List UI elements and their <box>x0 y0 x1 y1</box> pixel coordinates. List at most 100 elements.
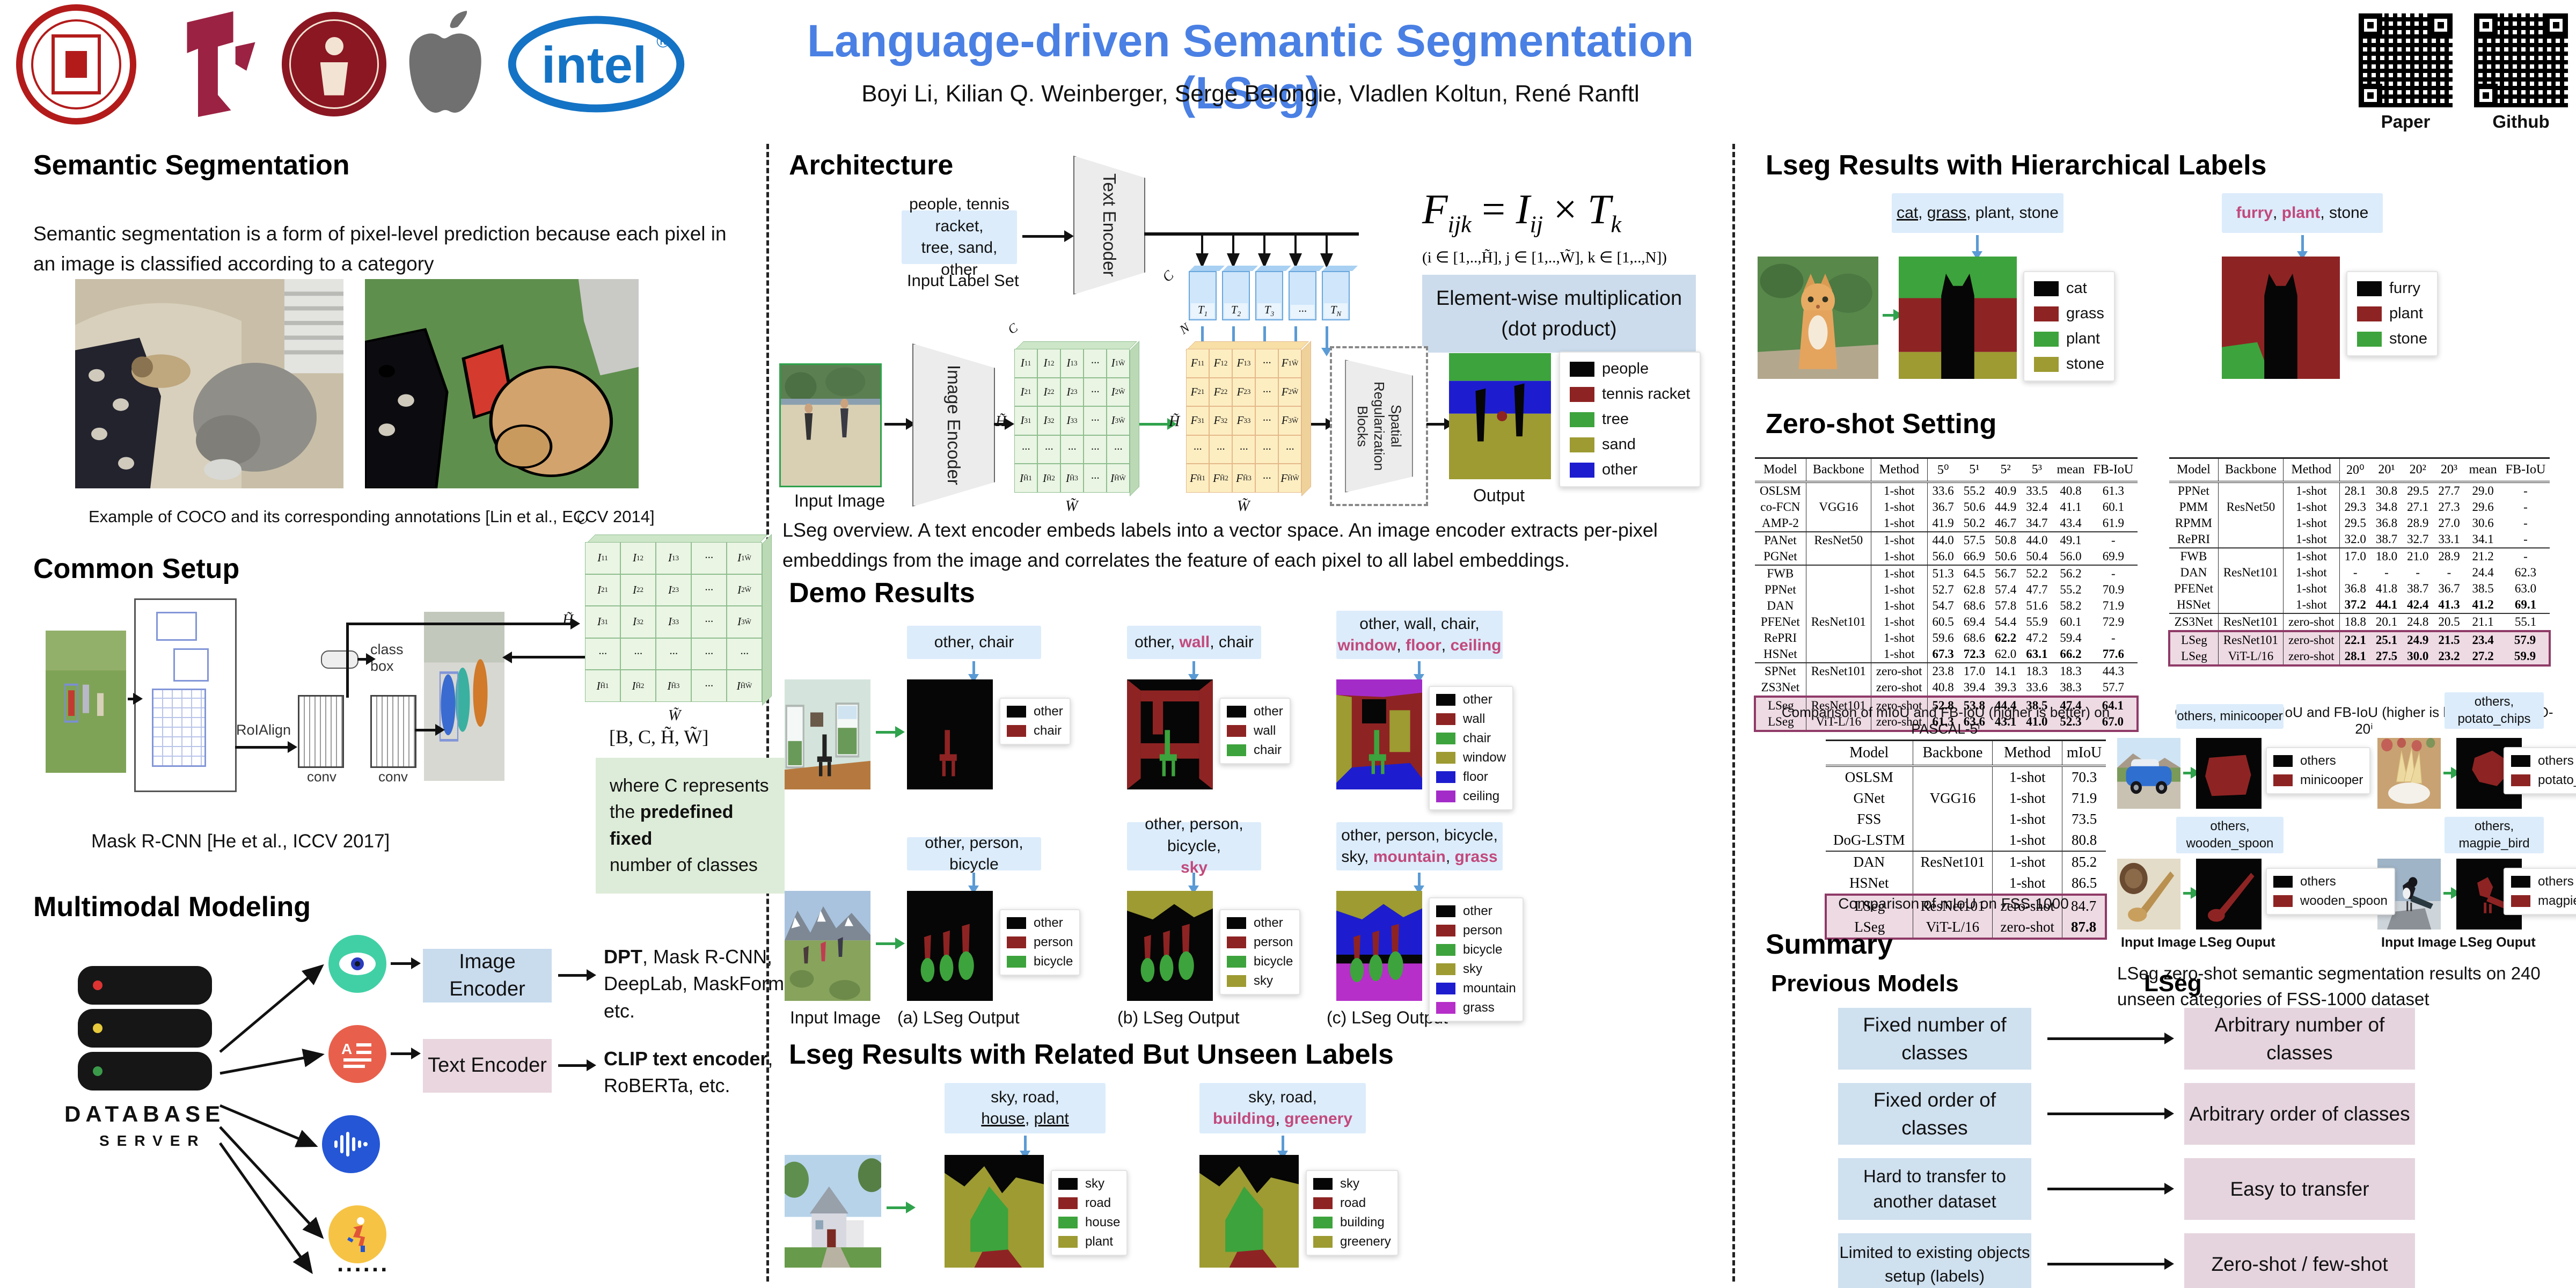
dim-c-label: C <box>1005 320 1021 338</box>
table-cell: LSeg <box>2168 648 2219 667</box>
table-row: FWB 1-shot 51.3 64.5 56.7 52.2 56.2- <box>1755 565 2138 582</box>
legend-row: person <box>1436 923 1516 938</box>
legend-label: other <box>1034 704 1063 719</box>
table-row: DoG-LSTM 1-shot 80.8 <box>1826 830 2106 851</box>
fss-label-box: others, potato_chips <box>2445 692 2544 729</box>
tensor-cell: F 31 <box>1186 406 1209 435</box>
text-segment: grass <box>1454 848 1498 866</box>
demo-input-caption: Input Image <box>790 1008 881 1027</box>
table-row: FWB 1-shot 17.0 18.0 21.0 28.9 21.2- <box>2169 547 2550 565</box>
legend-label: wooden_spoon <box>2300 894 2388 908</box>
table-cell <box>2218 597 2284 613</box>
architecture-input-image <box>779 363 882 487</box>
architecture-input-caption: Input Image <box>794 491 885 510</box>
demo-output-caption-c: (c) LSeg Output <box>1327 1008 1448 1027</box>
table-cell: 21.5 <box>2433 630 2465 648</box>
legend-row: magpie_bird <box>2511 894 2576 909</box>
table-header: 20³ <box>2433 457 2465 483</box>
legend-row: other <box>1227 704 1283 719</box>
legend-label: others <box>2538 874 2574 889</box>
table-header: Model <box>1755 457 1806 483</box>
legend-label: others <box>2538 753 2574 768</box>
legend-row: others <box>2511 753 2576 769</box>
text-segment: other, wall, chair, <box>1359 614 1480 633</box>
legend-label: sand <box>1602 436 1636 453</box>
unseen-label-box: sky, road, house, plant <box>945 1083 1106 1133</box>
summary-lseg-3: Easy to transfer <box>2184 1158 2415 1220</box>
legend-row: wall <box>1227 723 1283 738</box>
table-cell: 49.1 <box>2052 531 2089 548</box>
tensor-cell: I 1W̃ <box>727 542 762 574</box>
image-embedding-grid: I 11 I 12 I 13 ··· I 1W̃ I 21 I 22 I 23 ··· I 2W̃ I 31 I 32 I 3… <box>1014 349 1130 493</box>
table-cell: 62.3 <box>2514 566 2537 579</box>
elementwise-line2: (dot product) <box>1501 317 1617 340</box>
legend-swatch <box>1007 706 1026 718</box>
tensor-cell: I 22 <box>1037 377 1060 407</box>
table-cell: 57.9 <box>2501 630 2551 648</box>
legend-swatch <box>1570 361 1594 377</box>
legend-swatch <box>1058 1236 1078 1248</box>
legend-row: others <box>2273 753 2363 769</box>
table-cell: 37.2 <box>2344 598 2366 611</box>
table-cell: 54.4 <box>1995 615 2017 628</box>
table-cell: HSNet <box>1826 873 1913 895</box>
pascal-table-wrap: Model Backbone Method 5⁰ 5¹ 5² 5³ mean FB-IoU OSL… <box>1753 457 2139 732</box>
text-segment: , chair <box>1210 633 1254 651</box>
fss-legend: others potato_chips <box>2504 747 2576 794</box>
text-encoder-models: CLIP text encoder, RoBERTa, etc. <box>604 1045 773 1100</box>
section-heading-demo-results: Demo Results <box>789 577 975 609</box>
database-title: DATABASE <box>64 1101 225 1126</box>
table-cell: 52.7 <box>1932 583 1954 596</box>
table-cell: 56.0 <box>2060 550 2082 563</box>
table-cell: 21.2 <box>2464 547 2501 565</box>
dim-h-label: H̃ <box>1169 413 1180 430</box>
legend-label: others <box>2300 753 2336 768</box>
table-cell: 1-shot <box>1871 582 1928 598</box>
legend-row: sand <box>1570 436 1690 453</box>
table-cell: 85.2 <box>2062 851 2106 873</box>
tensor-cell: I 33 <box>656 606 691 638</box>
apple-logo-icon <box>409 10 481 113</box>
table-cell: 50.8 <box>1990 531 2022 548</box>
common-setup-note: where C represents the predefined fixed nu… <box>596 758 785 894</box>
table-cell: zero-shot <box>1871 679 1928 697</box>
legend-swatch <box>1058 1197 1078 1209</box>
legend-label: tennis racket <box>1602 385 1690 402</box>
table-row: PPNet 1-shot 28.1 30.8 29.5 27.7 29.0 - <box>2169 482 2550 499</box>
table-cell: 50.2 <box>1963 516 1985 530</box>
demo-legend: other person bicycle sky <box>1219 909 1301 995</box>
text-segment: floor <box>1406 636 1441 654</box>
legend-label: mountain <box>1463 981 1516 996</box>
demo-output-caption-b: (b) LSeg Output <box>1117 1008 1240 1027</box>
table-row: OSLSM 1-shot 33.6 55.2 40.9 33.5 40.8 61.3 <box>1755 482 2138 499</box>
legend-label: other <box>1602 461 1638 478</box>
legend-swatch <box>1570 386 1594 402</box>
legend-label: chair <box>1254 743 1282 757</box>
table-cell <box>1806 582 1871 598</box>
coco-caption: Example of COCO and its corresponding an… <box>89 507 655 526</box>
table-cell: 18.3 <box>2052 662 2089 679</box>
demo-label-box: other, person, bicycle, sky <box>1127 815 1261 876</box>
legend-label: window <box>1463 750 1506 765</box>
table-cell: 41.0 <box>2021 714 2053 732</box>
tensor-cell: ··· <box>1255 406 1278 435</box>
legend-row: wooden_spoon <box>2273 894 2388 909</box>
green-arrow <box>1883 309 1903 321</box>
legend-label: person <box>1254 935 1293 949</box>
table-cell: ResNet101 <box>2218 630 2284 648</box>
fss-label-box: others, minicooper <box>2176 704 2284 729</box>
table-row: PFENet ResNet101 1-shot 60.5 69.4 54.4 55.9 60.… <box>1755 614 2138 630</box>
legend-row: stone <box>2357 330 2427 348</box>
table-cell: 41.2 <box>2472 598 2494 611</box>
table-cell: OSLSM <box>1755 482 1806 499</box>
legend-row: other <box>1227 916 1293 931</box>
tensor-depth <box>762 534 772 706</box>
table-header: Backbone <box>1913 740 1993 767</box>
tensor-cell: ··· <box>1084 435 1107 464</box>
text-segment: magpie_bird <box>2458 836 2530 851</box>
legend-row: chair <box>1436 731 1506 746</box>
database-subtitle: SERVER <box>99 1132 206 1149</box>
table-cell: 32.7 <box>2407 532 2429 546</box>
text-segment: , <box>1275 1110 1285 1128</box>
coco-table: Model Backbone Method 20⁰ 20¹ 20² 20³ mean FB-Io… <box>2168 457 2551 667</box>
